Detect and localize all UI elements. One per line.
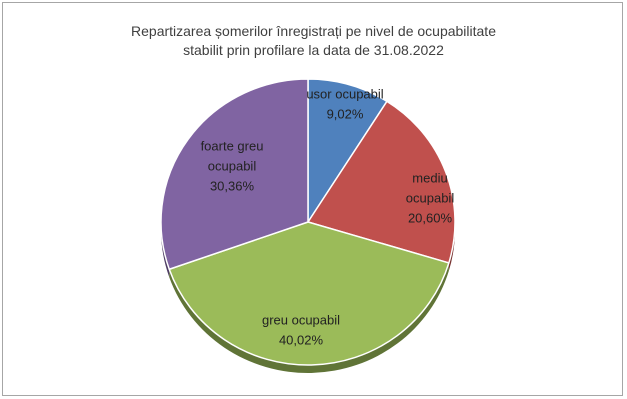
chart-title-line-2: stabilit prin profilare la data de 31.08… [183,42,444,58]
data-label-3-line-2: 30,36% [210,178,255,193]
pie-slice-1 [307,100,456,264]
chart-title: Repartizarea șomerilor înregistrați pe n… [3,22,624,60]
data-label-1-line-1: ocupabil [406,190,455,205]
data-label-1-line-0: mediu [412,170,447,185]
data-label-1: mediu ocupabil 20,60% [406,170,455,225]
data-label-0-line-1: 9,02% [327,106,364,121]
data-label-0: usor ocupabil 9,02% [306,86,383,121]
data-label-3-line-1: ocupabil [208,158,257,173]
chart-title-line-1: Repartizarea șomerilor înregistrați pe n… [131,23,496,39]
data-label-0-line-0: usor ocupabil [306,86,383,101]
data-label-2-line-1: 40,02% [279,332,324,347]
pie-slice-2 [168,221,450,366]
pie-chart: usor ocupabil 9,02% mediu ocupabil 20,60% gre… [160,78,456,373]
data-label-2-line-0: greu ocupabil [262,312,340,327]
data-label-3: foarte greu ocupabil 30,36% [201,138,264,193]
data-label-1-line-2: 20,60% [408,210,453,225]
data-label-2: greu ocupabil 40,02% [262,312,340,347]
data-label-3-line-0: foarte greu [201,138,264,153]
pie-slice-0 [307,78,388,223]
chart-frame: Repartizarea șomerilor înregistrați pe n… [2,2,623,396]
pie-slice-3 [160,78,309,271]
